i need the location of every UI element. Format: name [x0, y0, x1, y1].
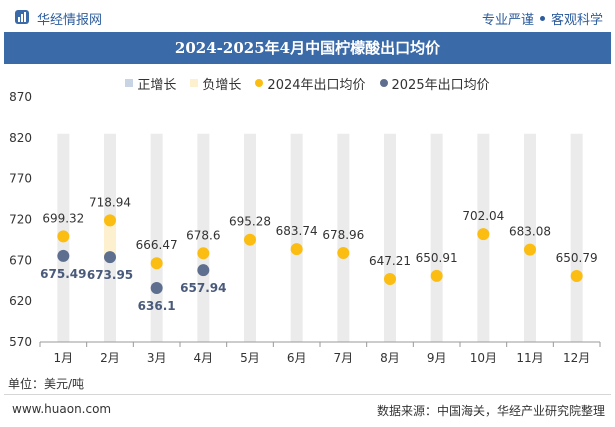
legend-item-2024: 2024年出口均价 — [255, 74, 366, 93]
chart-title: 2024-2025年4月中国柠檬酸出口均价 — [174, 39, 441, 57]
point-2024 — [570, 270, 583, 283]
x-tick-label: 2月 — [100, 351, 120, 365]
background-bar — [337, 133, 350, 342]
data-label-2024: 666.47 — [136, 238, 178, 252]
background-bar — [570, 133, 583, 342]
x-tick-label: 8月 — [380, 351, 400, 365]
data-label-2024: 650.79 — [556, 251, 598, 265]
data-label-2024: 695.28 — [229, 215, 271, 229]
legend-label-negative: 负增长 — [202, 77, 242, 93]
x-tick-label: 5月 — [240, 351, 260, 365]
footer-divider — [4, 394, 611, 395]
point-2024 — [290, 243, 303, 256]
title-bar: 2024-2025年4月中国柠檬酸出口均价 — [4, 32, 611, 64]
x-tick-label: 7月 — [334, 351, 354, 365]
point-2024 — [150, 257, 163, 270]
tagline-left: 专业严谨 — [481, 13, 534, 28]
background-bar — [290, 133, 303, 342]
data-label-2024: 702.04 — [462, 209, 504, 223]
point-2024 — [337, 247, 350, 260]
legend-label-2025: 2025年出口均价 — [391, 77, 490, 93]
point-2025 — [104, 251, 116, 264]
y-tick-label: 720 — [9, 213, 32, 227]
y-tick-label: 620 — [9, 294, 32, 308]
chart-legend: 正增长 负增长 2024年出口均价 2025年出口均价 — [0, 73, 615, 93]
y-tick-label: 820 — [9, 131, 32, 145]
legend-item-negative: 负增长 — [190, 74, 241, 93]
x-tick-label: 1月 — [54, 351, 74, 365]
legend-swatch-positive — [125, 79, 134, 87]
y-tick-label: 670 — [9, 253, 32, 267]
data-label-2025: 673.95 — [87, 268, 133, 282]
point-2024 — [197, 247, 210, 260]
footer-source: 数据来源：中国海关，华经产业研究院整理 — [376, 404, 605, 418]
data-label-2025: 636.1 — [138, 299, 176, 313]
tagline: 专业严谨 客观科学 — [482, 9, 603, 28]
data-label-2024: 647.21 — [369, 254, 411, 268]
point-2024 — [104, 214, 116, 227]
legend-label-positive: 正增长 — [137, 77, 177, 93]
data-label-2024: 683.74 — [276, 224, 318, 238]
footer-website: www.huaon.com — [12, 402, 112, 416]
data-label-2024: 718.94 — [89, 195, 131, 209]
point-2024 — [57, 230, 70, 243]
y-tick-label: 570 — [9, 335, 32, 349]
point-2024 — [244, 233, 256, 246]
data-label-2024: 678.96 — [322, 228, 364, 242]
data-label-2024: 683.08 — [509, 225, 551, 239]
point-2024 — [524, 243, 536, 256]
point-2024 — [384, 272, 396, 285]
point-2025 — [57, 249, 70, 262]
x-tick-label: 6月 — [287, 351, 307, 365]
x-tick-label: 9月 — [427, 351, 447, 365]
y-tick-label: 770 — [9, 172, 32, 186]
point-2025 — [197, 264, 210, 277]
point-2025 — [150, 282, 163, 295]
data-label-2024: 678.6 — [186, 228, 220, 242]
legend-item-positive: 正增长 — [125, 74, 176, 93]
legend-dot-2024 — [255, 79, 264, 87]
unit-label: 单位：美元/吨 — [8, 377, 85, 391]
data-label-2025: 675.49 — [40, 267, 86, 281]
legend-item-2025: 2025年出口均价 — [379, 74, 490, 93]
legend-label-2024: 2024年出口均价 — [267, 77, 366, 93]
tagline-separator-dot — [539, 16, 545, 21]
top-bar: 华经情报网 专业严谨 客观科学 — [0, 0, 615, 34]
point-2024 — [477, 228, 490, 241]
background-bar — [384, 133, 396, 342]
brand-name: 华经情报网 — [37, 13, 103, 28]
x-tick-label: 3月 — [147, 351, 167, 365]
data-label-2025: 657.94 — [180, 281, 226, 295]
data-label-2024: 650.91 — [416, 251, 458, 265]
x-tick-label: 10月 — [470, 351, 497, 365]
brand-logo-icon — [15, 10, 29, 24]
change-bar — [104, 220, 116, 258]
background-bar — [524, 133, 536, 342]
legend-dot-2025 — [379, 79, 388, 87]
tagline-right: 客观科学 — [550, 13, 603, 28]
y-tick-label: 870 — [9, 90, 32, 104]
legend-swatch-negative — [190, 79, 199, 87]
data-label-2024: 699.32 — [42, 211, 84, 225]
background-bar — [430, 133, 443, 342]
x-tick-label: 12月 — [563, 351, 590, 365]
x-tick-label: 11月 — [516, 351, 543, 365]
background-bar — [197, 133, 210, 342]
x-tick-label: 4月 — [194, 351, 214, 365]
point-2024 — [430, 269, 443, 282]
